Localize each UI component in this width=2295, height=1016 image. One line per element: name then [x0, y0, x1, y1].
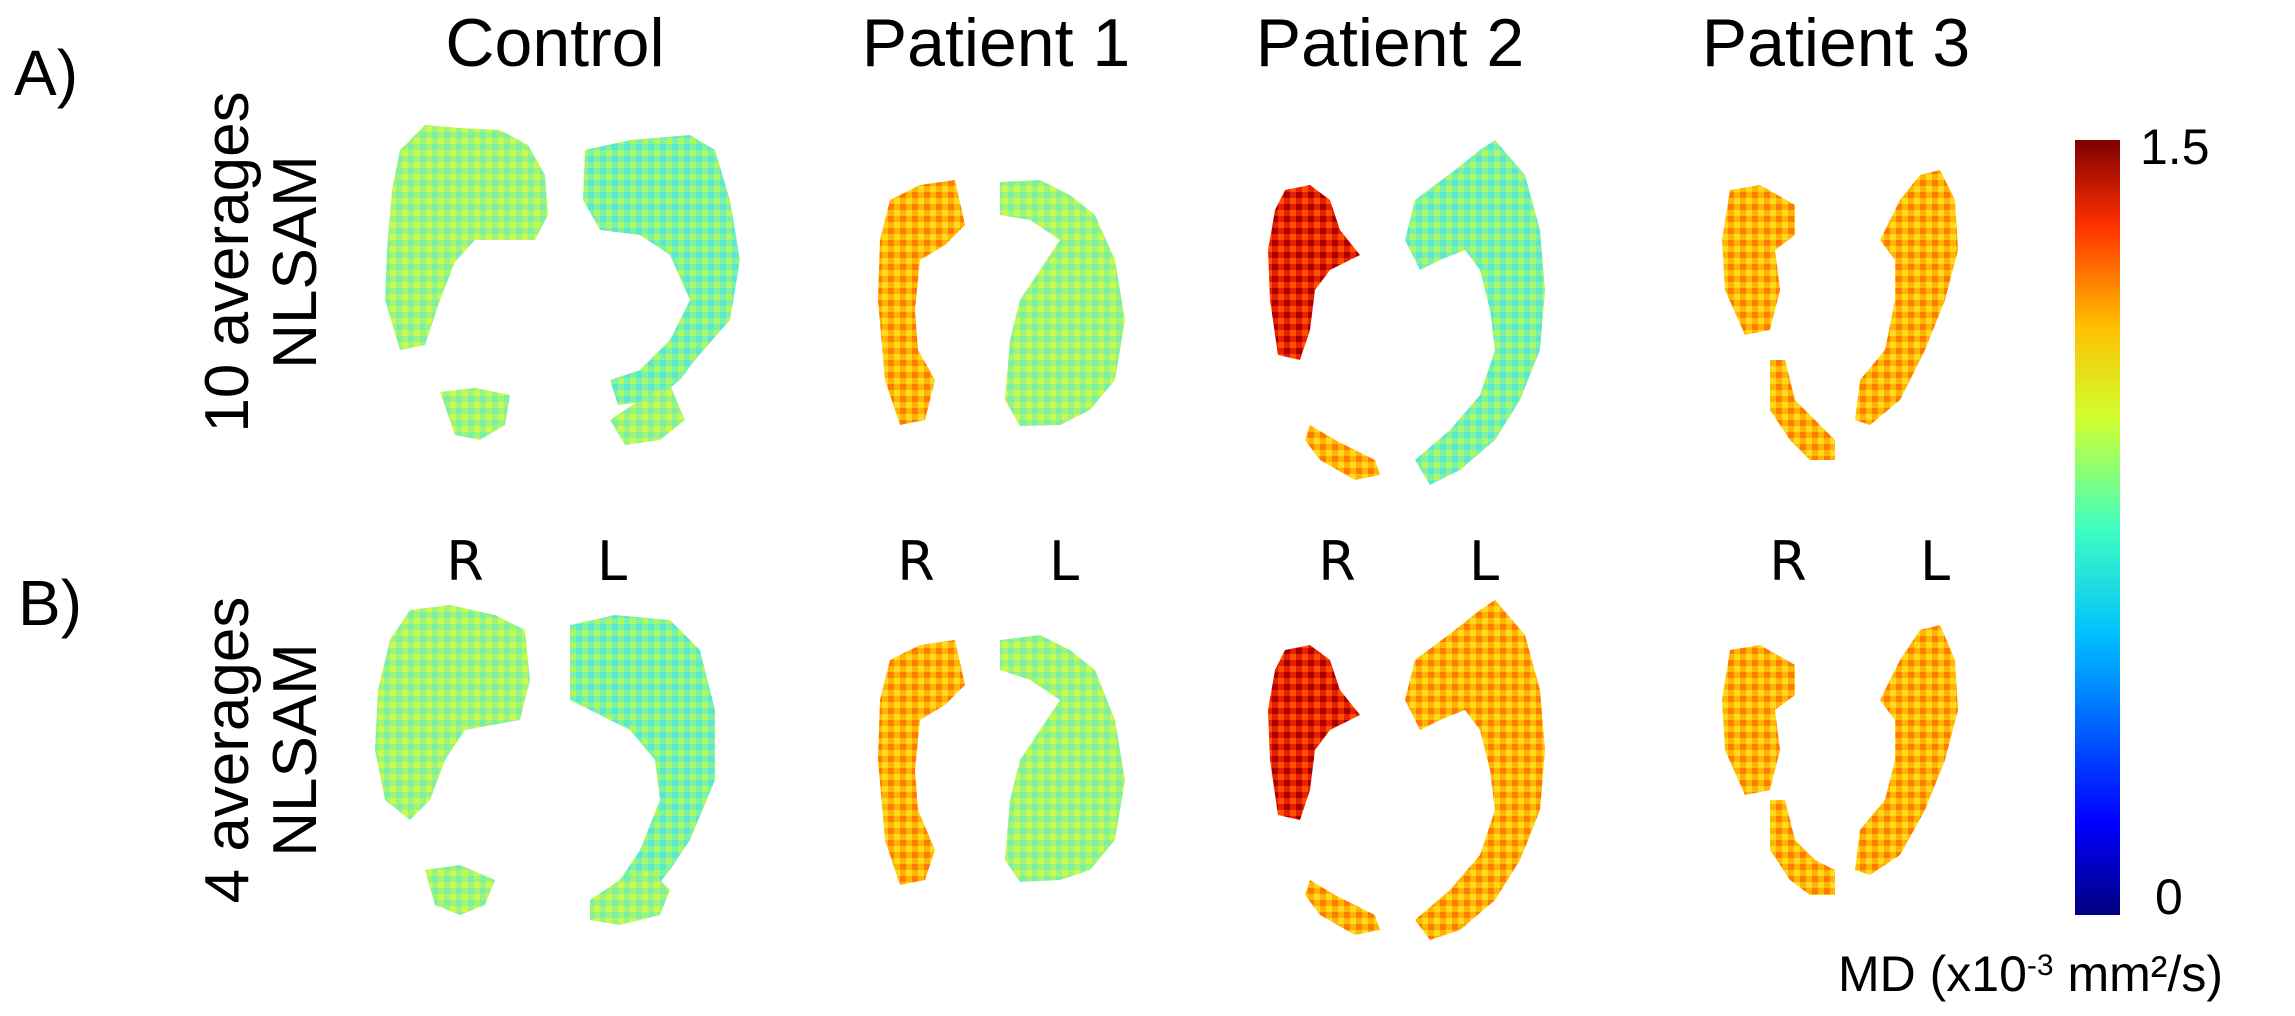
brain-map-patient-1-a	[878, 180, 1125, 426]
brain-map-patient-1-b	[878, 635, 1125, 885]
hemisphere-r-patient-3: R	[1769, 530, 1807, 593]
colorbar-unit-prefix: MD (x10	[1838, 946, 2027, 1002]
panel-label-b: B)	[18, 567, 82, 639]
hemisphere-l-patient-3: L	[1919, 530, 1951, 593]
colorbar	[2075, 140, 2120, 915]
brain-map-control-a	[385, 125, 740, 445]
column-title-patient-1: Patient 1	[861, 5, 1131, 81]
column-title-control: Control	[445, 5, 665, 81]
hemisphere-r-patient-1: R	[897, 530, 935, 593]
colorbar-unit-suffix: mm²/s)	[2053, 946, 2224, 1002]
hemisphere-r-patient-2: R	[1318, 530, 1356, 593]
column-title-patient-2: Patient 2	[1255, 5, 1525, 81]
brain-map-patient-2-b	[1268, 600, 1545, 940]
colorbar-unit-exponent: -3	[2026, 949, 2054, 983]
panel-label-a: A)	[14, 37, 78, 109]
hemisphere-l-patient-2: L	[1468, 530, 1500, 593]
colorbar-min-label: 0	[2155, 869, 2183, 925]
brain-map-patient-3-a	[1722, 170, 1958, 460]
column-title-patient-3: Patient 3	[1701, 5, 1971, 81]
brain-map-patient-2-a	[1268, 140, 1545, 485]
brain-map-control-b	[375, 605, 715, 925]
brain-map-patient-3-b	[1722, 625, 1958, 895]
hemisphere-l-patient-1: L	[1048, 530, 1080, 593]
hemisphere-l-control: L	[596, 530, 628, 593]
colorbar-max-label: 1.5	[2140, 119, 2210, 175]
colorbar-unit-label: MD (x10-3 mm²/s)	[1838, 945, 2223, 1003]
hemisphere-r-control: R	[446, 530, 484, 593]
